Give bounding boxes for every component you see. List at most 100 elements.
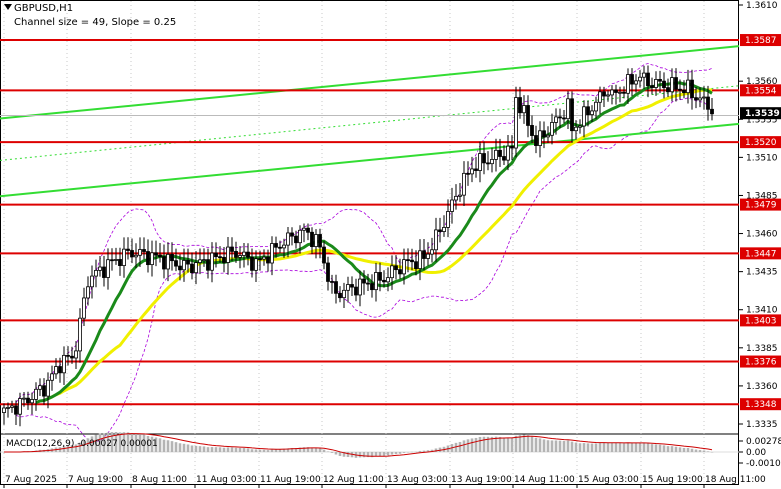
candle-body: [2, 407, 6, 413]
macd-bar: [118, 432, 122, 452]
candle-body: [438, 229, 442, 232]
macd-bar: [234, 447, 238, 452]
macd-bar: [502, 437, 506, 452]
candle-body: [86, 286, 90, 299]
candle-body: [390, 265, 394, 279]
candle-body: [342, 289, 346, 299]
level-label-box: [740, 34, 781, 47]
time-tick-label: 14 Aug 11:00: [514, 475, 575, 485]
candle-body: [570, 98, 574, 132]
macd-bar: [534, 437, 538, 452]
macd-bar: [622, 443, 626, 452]
candle-body: [502, 156, 506, 161]
candle-body: [90, 275, 94, 288]
candle-body: [278, 246, 282, 249]
candle-body: [206, 259, 210, 271]
macd-bar: [550, 440, 554, 452]
symbol-triangle-icon: [4, 4, 12, 10]
price-tick-label: 1.3560: [746, 77, 778, 87]
bollinger-lower: [15, 97, 713, 443]
candle-body: [374, 272, 378, 291]
macd-bar: [366, 452, 370, 458]
candle-body: [202, 259, 206, 262]
candle-body: [42, 385, 46, 397]
macd-bar: [166, 440, 170, 452]
candle-body: [654, 79, 658, 88]
candle-body: [26, 397, 30, 404]
candle-body: [702, 96, 706, 99]
candle-body: [450, 199, 454, 212]
level-label-box: [740, 198, 781, 211]
macd-bar: [150, 436, 154, 452]
candle-body: [242, 251, 246, 256]
macd-bar: [278, 449, 282, 452]
macd-bar: [402, 452, 406, 453]
macd-bar: [526, 435, 530, 452]
time-tick-label: 8 Aug 11:00: [132, 475, 187, 485]
macd-bar: [666, 446, 670, 452]
macd-bar: [654, 444, 658, 452]
macd-tick-label: -0.00103: [746, 459, 781, 469]
candle-body: [78, 317, 82, 352]
macd-bar: [334, 452, 338, 455]
price-tick-label: 1.3385: [746, 344, 778, 354]
candle-body: [22, 397, 26, 400]
macd-bar: [578, 443, 582, 452]
candle-body: [254, 258, 258, 271]
candle-body: [142, 249, 146, 252]
macd-bar: [134, 433, 138, 452]
macd-bar: [466, 439, 470, 452]
candle-body: [426, 253, 430, 259]
macd-bar: [86, 438, 90, 452]
macd-bar: [510, 437, 514, 452]
macd-bar: [338, 452, 342, 456]
macd-bar: [342, 452, 346, 457]
macd-bar: [678, 447, 682, 452]
candle-body: [118, 259, 122, 266]
macd-bar: [122, 432, 126, 452]
candle-body: [50, 373, 54, 381]
macd-bar: [702, 450, 706, 452]
macd-bar: [586, 443, 590, 452]
candle-body: [562, 117, 566, 120]
candle-body: [82, 297, 86, 319]
candle-body: [434, 229, 438, 251]
candle-body: [682, 89, 686, 94]
candle-body: [46, 379, 50, 397]
macd-bar: [82, 440, 86, 452]
price-tick-label: 1.3410: [746, 306, 778, 316]
candle-body: [394, 265, 398, 271]
candle-body: [670, 77, 674, 93]
macd-bar: [178, 443, 182, 452]
candle-body: [398, 269, 402, 275]
candle-body: [550, 122, 554, 136]
candle-body: [122, 248, 126, 266]
candle-body: [106, 259, 110, 278]
macd-bar: [238, 447, 242, 452]
support-resistance-levels: 1.3587 1.3554 1.3520 1.3479 1.3447 1.3403 1.33…: [0, 34, 781, 411]
macd-bar: [210, 447, 214, 452]
macd-bar: [158, 438, 162, 452]
macd-bar: [326, 451, 330, 452]
candle-body: [554, 116, 558, 123]
macd-bar: [290, 447, 294, 452]
candle-body: [166, 253, 170, 270]
candle-body: [250, 256, 254, 271]
trend-channel: [0, 45, 740, 198]
macd-bar: [254, 449, 258, 452]
candle-body: [378, 272, 382, 281]
macd-bar: [478, 436, 482, 452]
macd-bar: [706, 451, 710, 452]
candle-body: [350, 284, 354, 288]
candle-body: [634, 80, 638, 85]
macd-bar: [310, 447, 314, 452]
candle-body: [454, 195, 458, 201]
candle-body: [162, 256, 166, 270]
macd-bar: [646, 443, 650, 452]
candle-body: [462, 172, 466, 196]
time-tick-label: 7 Aug 19:00: [68, 475, 123, 485]
macd-bar: [674, 446, 678, 452]
macd-bar: [242, 448, 246, 452]
candle-body: [110, 259, 114, 262]
level-label-box: [740, 398, 781, 411]
